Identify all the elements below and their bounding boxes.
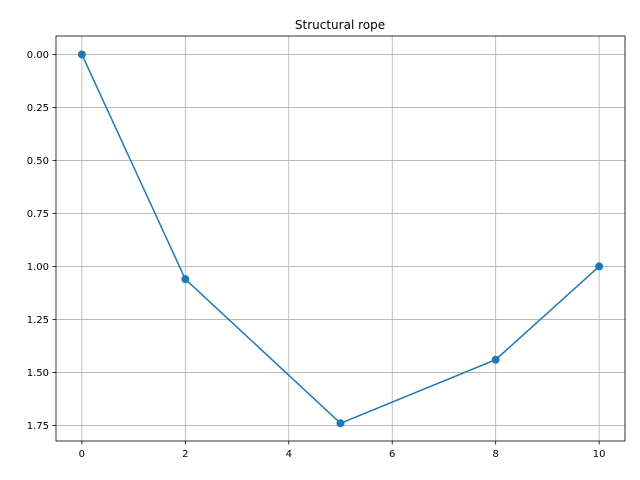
data-point	[181, 275, 190, 284]
x-tick-label: 10	[593, 449, 606, 460]
y-tick-label: 1.50	[27, 368, 49, 379]
y-axis: 0.00 0.25 0.50 0.75 1.00 1.25 1.50 1.75	[27, 50, 56, 432]
chart-title: Structural rope	[295, 18, 385, 32]
series-layer	[77, 50, 604, 428]
y-tick-label: 0.50	[27, 156, 49, 167]
x-axis: 0 2 4 6 8 10	[79, 441, 606, 460]
plot-frame	[55, 35, 626, 442]
y-tick-label: 0.25	[27, 103, 49, 114]
data-point	[595, 262, 604, 271]
x-tick-label: 4	[286, 449, 292, 460]
x-tick-label: 8	[492, 449, 498, 460]
y-tick-label: 1.00	[27, 262, 49, 273]
x-tick-label: 6	[389, 449, 395, 460]
x-tick-label: 2	[182, 449, 188, 460]
data-point	[336, 419, 345, 428]
y-tick-label: 1.25	[27, 315, 49, 326]
y-tick-label: 1.75	[27, 421, 49, 432]
data-point	[77, 50, 86, 59]
y-tick-label: 0.00	[27, 50, 49, 61]
x-tick-label: 0	[79, 449, 85, 460]
y-tick-label: 0.75	[27, 209, 49, 220]
data-point	[491, 355, 500, 364]
